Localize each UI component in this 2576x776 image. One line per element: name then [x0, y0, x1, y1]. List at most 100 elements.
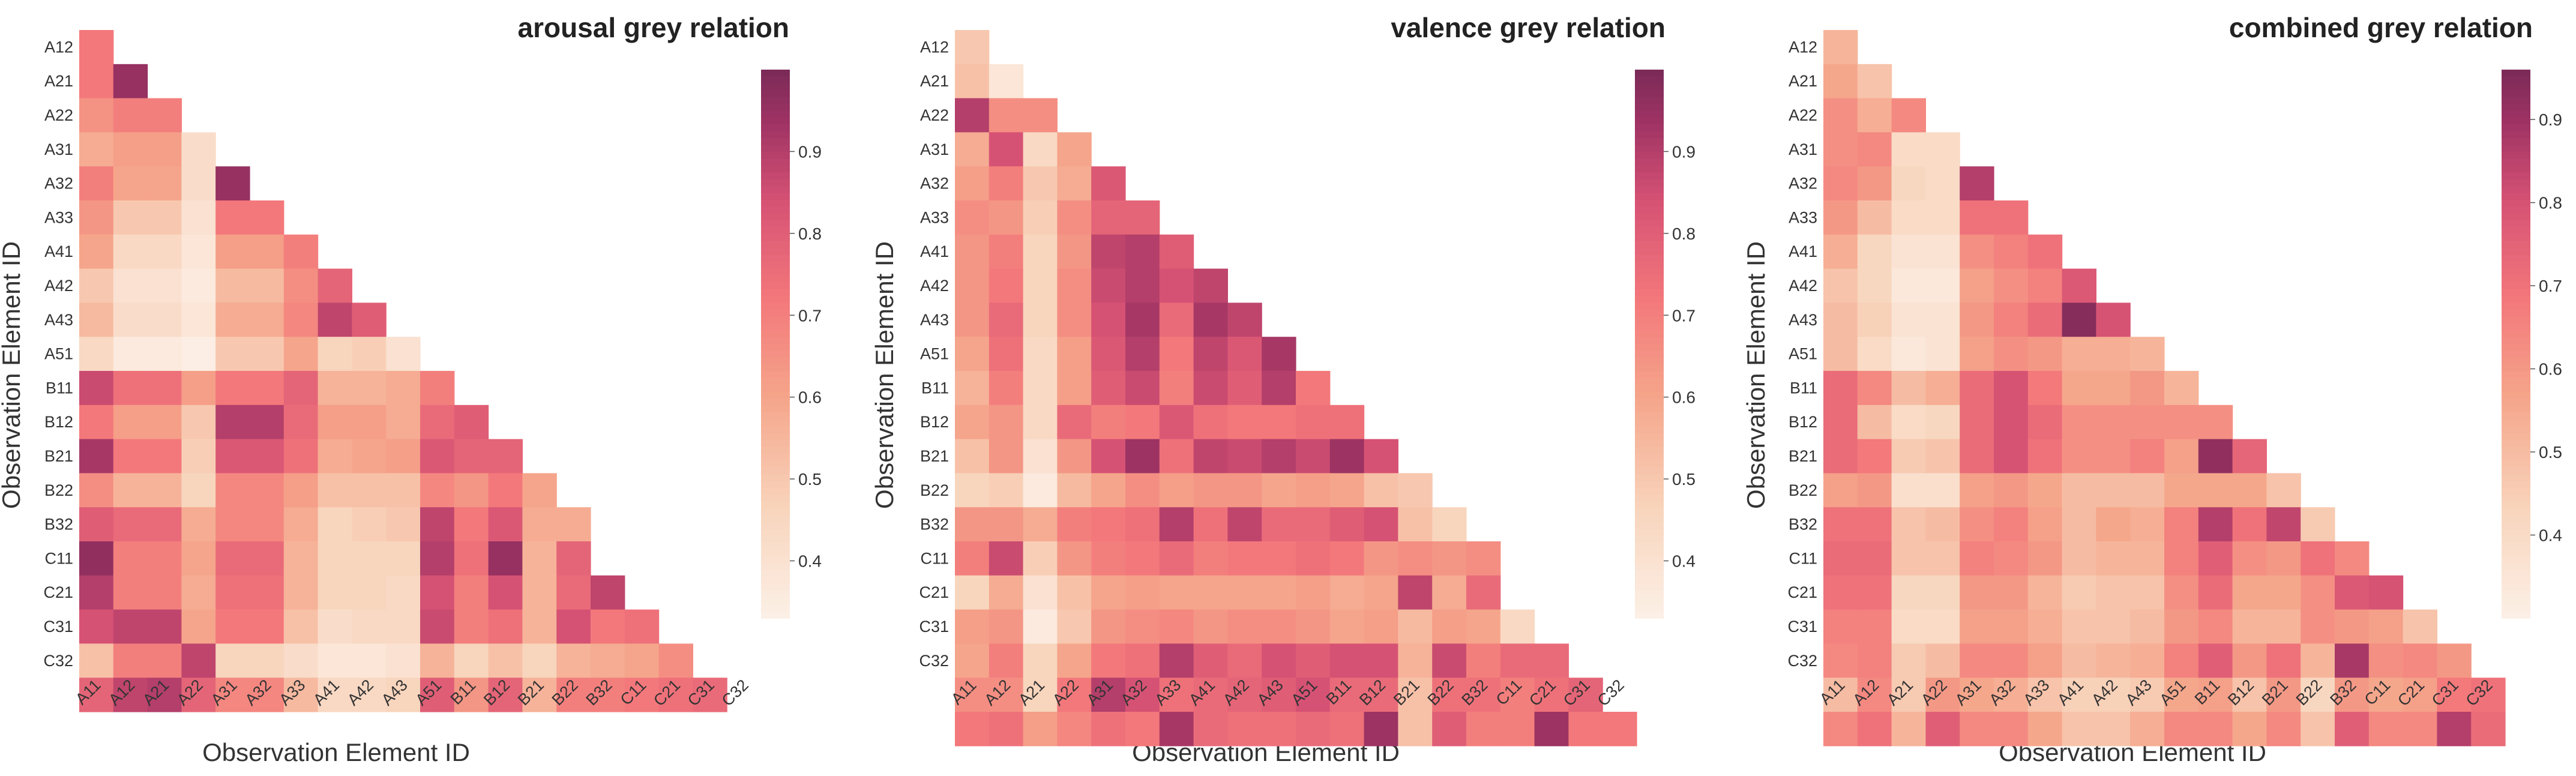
valence-colorbar-segment: [1635, 474, 1664, 482]
arousal-cell-C32-A33: [283, 643, 319, 678]
valence-y-tick-B21: B21: [920, 447, 949, 465]
combined-cell-undefined-A42: [2096, 678, 2131, 712]
valence-cell-C32-C11: [1500, 643, 1535, 678]
combined-colorbar-segment: [2502, 193, 2530, 200]
valence-colorbar-segment: [1635, 220, 1664, 228]
arousal-cell-A33-A31: [215, 200, 250, 235]
combined-colorbar-segment: [2502, 495, 2530, 502]
valence-cell-A51-A33: [1159, 337, 1194, 371]
arousal-cell-C11-A42: [352, 541, 387, 576]
arousal-colorbar-segment: [761, 200, 790, 208]
arousal-colorbar-segment: [761, 145, 790, 152]
arousal-cell-A42-A41: [317, 268, 352, 303]
combined-cell-C21-A43: [2130, 575, 2165, 610]
combined-y-tick-B21: B21: [1789, 447, 1817, 465]
valence-cell-B22-A22: [1057, 473, 1092, 508]
arousal-cell-B22-A31: [215, 473, 250, 508]
combined-cell-B22-A33: [2027, 473, 2063, 508]
combined-colorbar-segment: [2502, 275, 2530, 283]
arousal-colorbar-segment: [761, 344, 790, 352]
valence-colorbar-segment: [1635, 515, 1664, 523]
arousal-cell-C11-A12: [113, 541, 148, 576]
combined-cell-undefined-A21: [1891, 712, 1926, 747]
arousal-x-axis-label: Observation Element ID: [202, 738, 470, 766]
valence-y-tick-C21: C21: [919, 583, 949, 601]
arousal-cell-C31-A32: [250, 609, 284, 644]
combined-cell-C32-B32: [2335, 643, 2370, 678]
valence-colorbar-segment: [1635, 289, 1664, 296]
valence-cell-A51-A43: [1262, 337, 1296, 371]
arousal-y-tick-A42: A42: [44, 277, 73, 295]
combined-colorbar-segment: [2502, 234, 2530, 242]
valence-cell-undefined-A51: [1296, 678, 1331, 712]
combined-colorbar-segment: [2502, 364, 2530, 372]
arousal-colorbar-segment: [761, 453, 790, 462]
combined-colorbar-segment: [2502, 385, 2530, 393]
combined-cell-C21-A12: [1857, 575, 1892, 610]
arousal-cell-A42-A22: [181, 268, 216, 303]
combined-colorbar-segment: [2502, 289, 2530, 296]
combined-cell-A42-A22: [1925, 268, 1960, 303]
valence-y-tick-A21: A21: [920, 72, 949, 90]
combined-cell-C11-B11: [2198, 541, 2233, 576]
combined-colorbar-segment: [2502, 350, 2530, 358]
combined-colorbar-segment: [2502, 378, 2530, 386]
valence-colorbar-segment: [1635, 254, 1664, 262]
combined-cell-C32-B12: [2232, 643, 2267, 678]
combined-cell-C31-A11: [1823, 609, 1858, 644]
combined-y-tick-B11: B11: [1790, 379, 1817, 397]
valence-cell-C21-A33: [1159, 575, 1194, 610]
combined-y-tick-A22: A22: [1789, 106, 1817, 124]
combined-cell-C11-A21: [1891, 541, 1926, 576]
combined-colorbar-segment: [2502, 172, 2530, 180]
combined-cell-B12-A12: [1857, 405, 1892, 440]
combined-cell-A33-A22: [1925, 200, 1960, 235]
combined-cell-undefined-C21: [2403, 678, 2437, 712]
arousal-cell-C21-A43: [386, 575, 421, 610]
valence-colorbar-segment: [1635, 357, 1664, 365]
combined-cell-undefined-B22: [2301, 678, 2335, 712]
valence-cell-A32-A12: [989, 166, 1024, 201]
arousal-colorbar-segment: [761, 124, 790, 132]
arousal-colorbar-segment: [761, 570, 790, 578]
valence-cell-A43-A42: [1227, 302, 1262, 337]
valence-colorbar-segment: [1635, 145, 1664, 152]
combined-colorbar-segment: [2502, 481, 2530, 489]
valence-cell-C31-B32: [1466, 609, 1501, 644]
arousal-colorbar-segment: [761, 76, 790, 84]
combined-cell-B11-A32: [1994, 371, 2029, 406]
arousal-y-tick-B11: B11: [46, 379, 73, 397]
combined-cell-A42-A33: [2027, 268, 2063, 303]
combined-cell-A43-A41: [2062, 302, 2096, 337]
combined-cell-C32-B11: [2198, 643, 2233, 678]
arousal-colorbar-segment: [761, 577, 790, 585]
valence-colorbar-segment: [1635, 591, 1664, 598]
combined-cell-A12-A11: [1823, 30, 1858, 65]
combined-cell-B12-B11: [2198, 405, 2233, 440]
combined-cell-A43-A22: [1925, 302, 1960, 337]
valence-cell-B22-A41: [1193, 473, 1228, 508]
arousal-cell-B22-B12: [488, 473, 523, 508]
valence-cell-B12-A41: [1193, 405, 1228, 440]
valence-colorbar-segment: [1635, 282, 1664, 290]
combined-cell-C32-A41: [2062, 643, 2096, 678]
combined-colorbar-segment: [2502, 474, 2530, 482]
arousal-y-tick-A22: A22: [44, 106, 73, 124]
arousal-cell-A33-A12: [113, 200, 148, 235]
arousal-cell-undefined-A12: [113, 678, 148, 712]
arousal-cell-A51-A43: [386, 337, 421, 371]
arousal-cell-B32-B21: [522, 507, 557, 542]
valence-cell-B21-B11: [1329, 439, 1365, 474]
arousal-cell-B12-A33: [283, 405, 319, 440]
combined-cell-A33-A11: [1823, 200, 1858, 235]
valence-cell-C11-A41: [1193, 541, 1228, 576]
combined-cell-C31-A21: [1891, 609, 1926, 644]
valence-colorbar-segment: [1635, 117, 1664, 125]
valence-cell-A41-A21: [1023, 234, 1058, 269]
valence-cell-B12-A22: [1057, 405, 1092, 440]
arousal-colorbar-segment: [761, 467, 790, 475]
combined-cell-C11-A43: [2130, 541, 2165, 576]
combined-y-tick-A51: A51: [1789, 345, 1817, 363]
valence-colorbar-segment: [1635, 371, 1664, 379]
combined-cell-C31-B11: [2198, 609, 2233, 644]
